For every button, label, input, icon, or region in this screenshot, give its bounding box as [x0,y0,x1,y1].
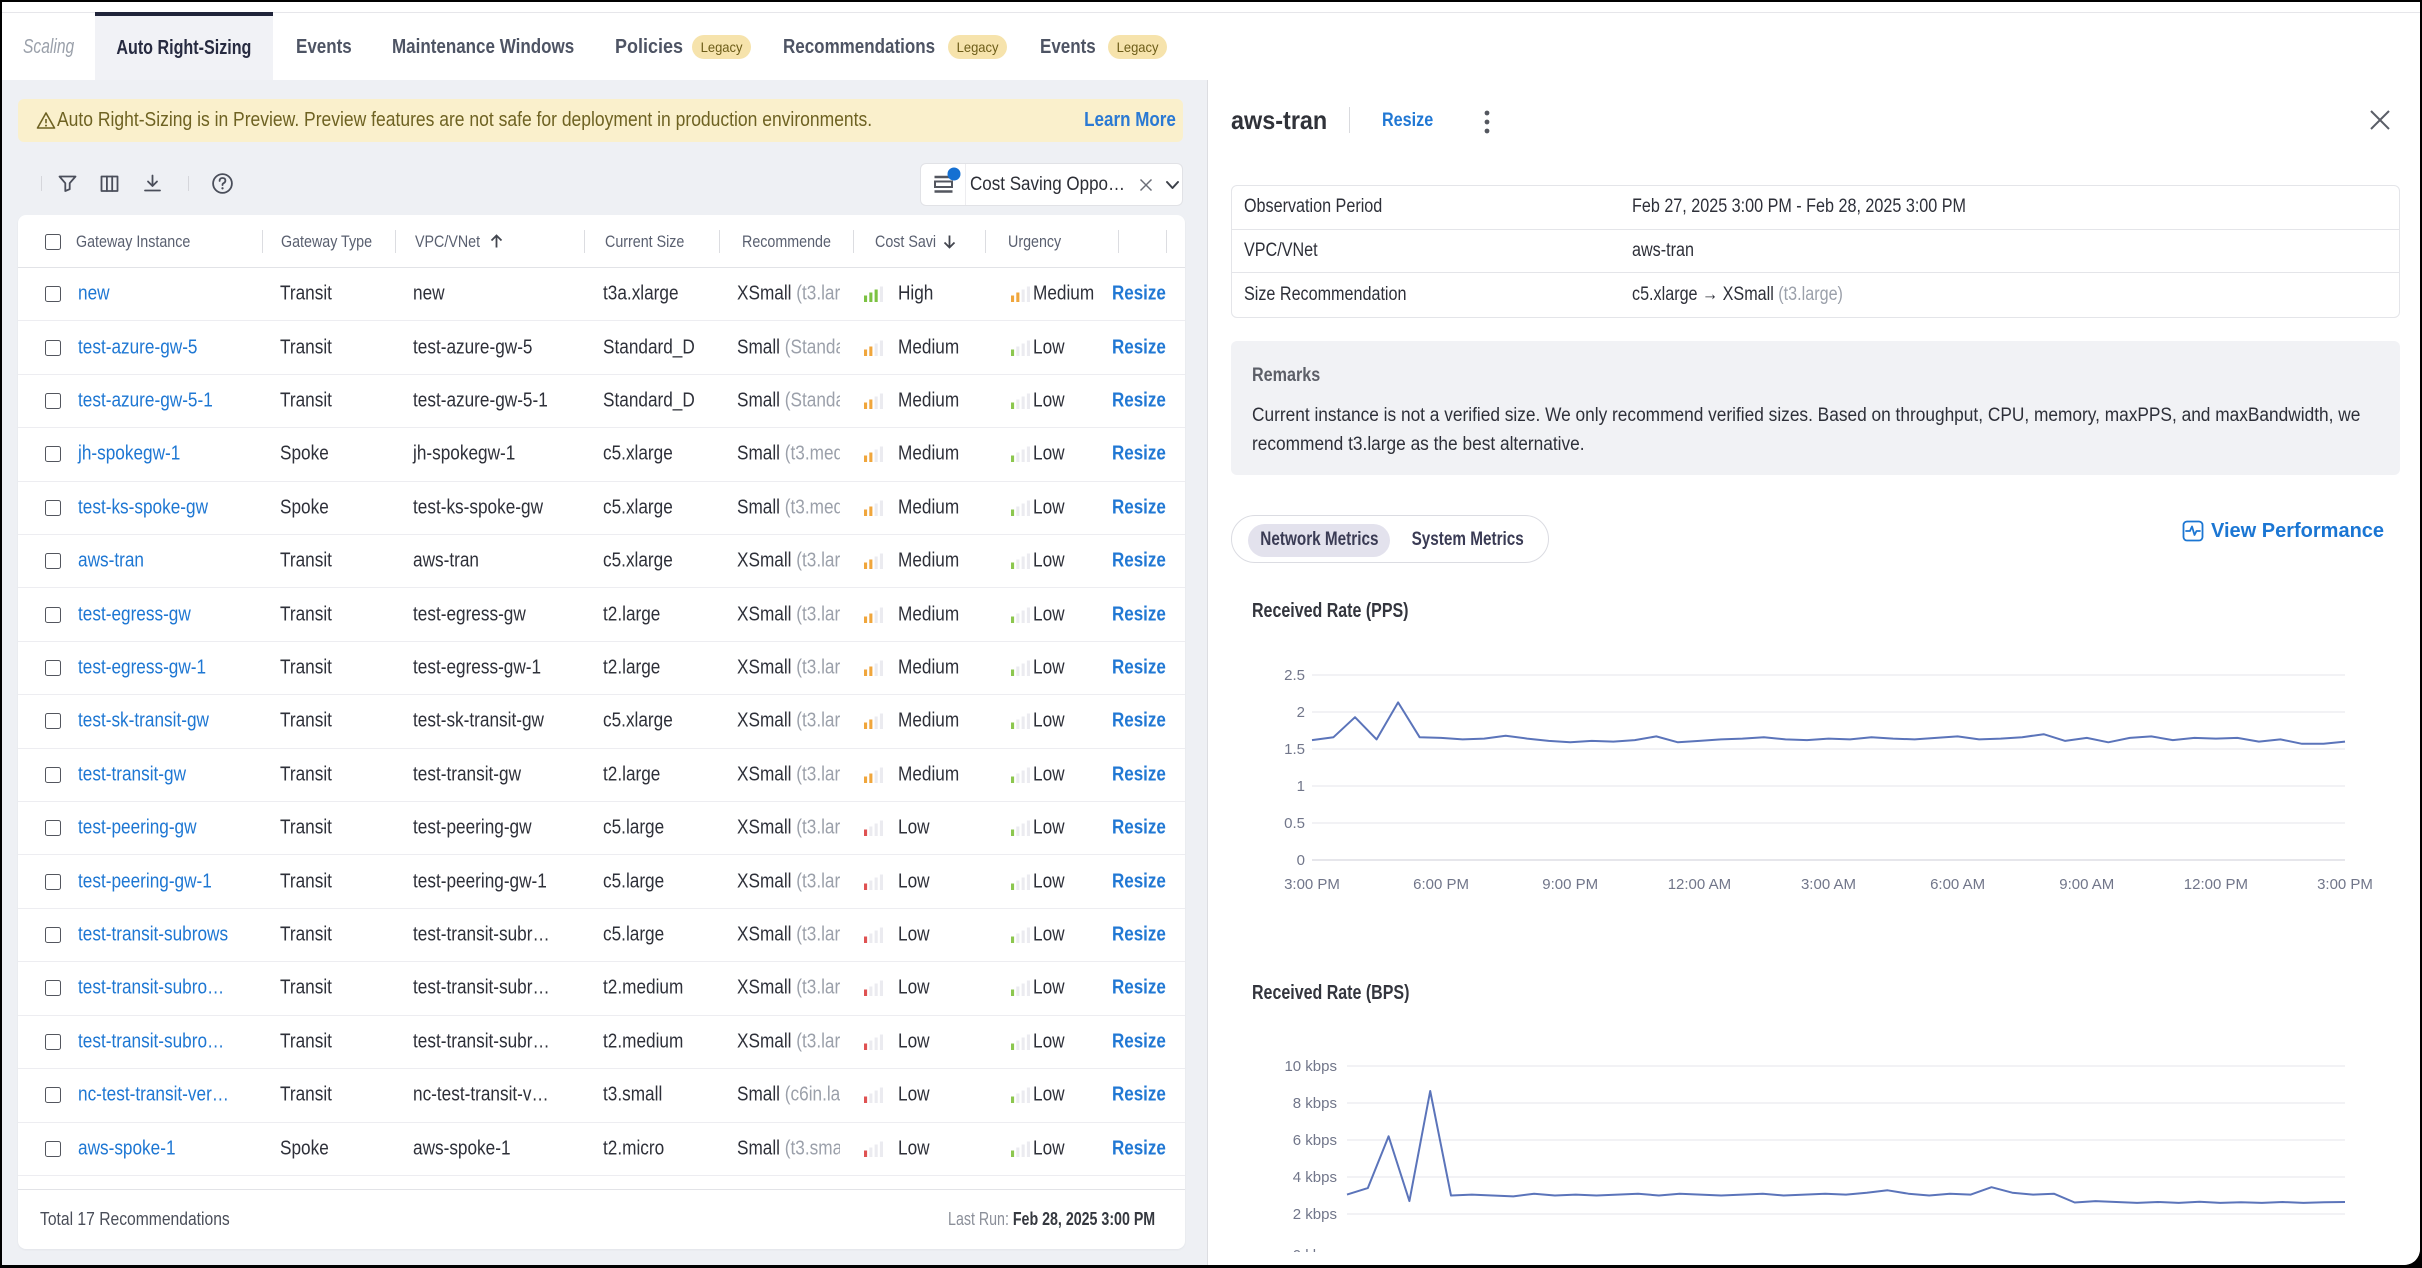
svg-text:10 kbps: 10 kbps [1284,1058,1337,1075]
svg-text:3:00 PM: 3:00 PM [1284,876,1340,893]
svg-text:1.5: 1.5 [1284,741,1305,758]
svg-text:12:00 PM: 12:00 PM [2184,876,2248,893]
svg-text:9:00 AM: 9:00 AM [2059,876,2114,893]
svg-text:6:00 AM: 6:00 AM [1930,876,1985,893]
svg-text:2 kbps: 2 kbps [1293,1206,1337,1223]
svg-text:9:00 PM: 9:00 PM [1542,876,1598,893]
svg-text:4 kbps: 4 kbps [1293,1169,1337,1186]
svg-text:3:00 AM: 3:00 AM [1801,876,1856,893]
svg-text:2.5: 2.5 [1284,667,1305,684]
svg-text:6:00 PM: 6:00 PM [1413,876,1469,893]
svg-text:12:00 AM: 12:00 AM [1668,876,1731,893]
svg-text:0: 0 [1297,852,1305,869]
svg-text:2: 2 [1297,704,1305,721]
svg-text:0 kbps: 0 kbps [1293,1247,1337,1252]
svg-text:1: 1 [1297,778,1305,795]
svg-text:0.5: 0.5 [1284,815,1305,832]
svg-text:6 kbps: 6 kbps [1293,1132,1337,1149]
svg-text:3:00 PM: 3:00 PM [2317,876,2373,893]
svg-text:8 kbps: 8 kbps [1293,1095,1337,1112]
